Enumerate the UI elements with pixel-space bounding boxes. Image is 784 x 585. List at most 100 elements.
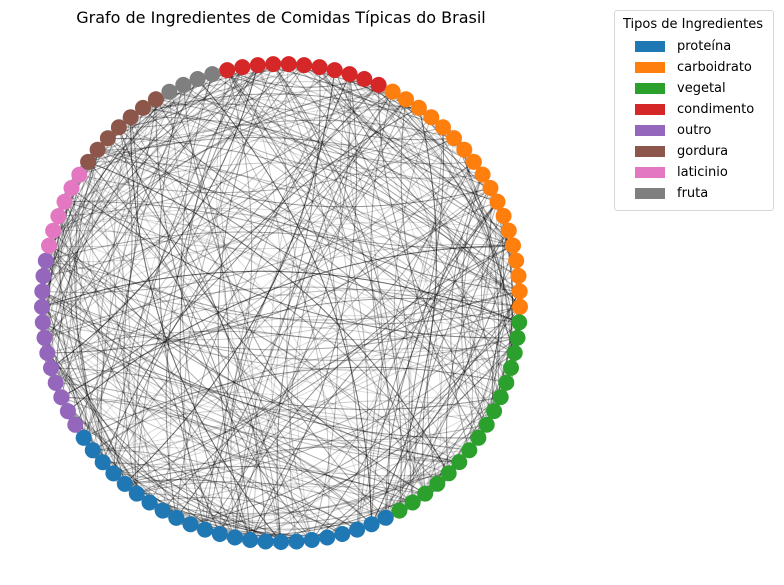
graph-edge (226, 69, 514, 246)
graph-edge (226, 69, 507, 383)
graph-edge (43, 275, 164, 511)
graph-edge (370, 91, 426, 494)
graph-node (161, 83, 178, 100)
graph-edge (45, 260, 520, 321)
graph-edge (43, 187, 73, 277)
graph-edge (118, 127, 426, 495)
graph-node (498, 374, 515, 391)
graph-edge (319, 66, 498, 203)
graph-node (451, 454, 468, 471)
graph-edge (124, 161, 475, 485)
graph-edge (46, 187, 78, 354)
graph-edge (183, 63, 290, 525)
graph-edge (48, 245, 426, 495)
graph-edge (190, 306, 521, 525)
graph-edge (102, 187, 491, 463)
graph-edge (52, 230, 151, 503)
graph-edge (410, 149, 465, 494)
legend-item: vegetal (621, 78, 765, 99)
graph-edge (55, 215, 73, 383)
graph-edge (79, 89, 393, 176)
graph-edge (113, 306, 521, 474)
graph-edge (424, 382, 507, 494)
graph-edge (61, 396, 236, 538)
graph-edge (42, 322, 438, 485)
graph-node (67, 416, 84, 433)
graph-edge (398, 352, 515, 511)
graph-edge (272, 63, 402, 511)
graph-edge (61, 107, 420, 398)
graph-node (391, 502, 408, 519)
graph-edge (142, 107, 520, 292)
graph-edge (48, 245, 343, 535)
graph-edge (219, 70, 328, 538)
graph-edge (50, 367, 126, 485)
graph-edge (41, 73, 213, 308)
graph-edge (92, 99, 407, 451)
graph-node (257, 533, 274, 550)
graph-node (505, 237, 521, 254)
graph-edge (42, 221, 509, 323)
graph-edge (446, 230, 510, 474)
graph-edge (134, 64, 259, 494)
graph-edge (124, 70, 336, 485)
legend-item: gordura (621, 141, 765, 162)
graph-edge (319, 66, 410, 511)
graph-node (50, 208, 67, 225)
graph-edge (41, 306, 521, 351)
graph-edge (50, 98, 157, 369)
graph-edge (75, 201, 498, 426)
graph-edge (45, 231, 520, 292)
graph-node (461, 442, 478, 459)
graph-edge (190, 260, 517, 525)
graph-edge (67, 391, 470, 451)
graph-edge (334, 69, 442, 484)
graph-edge (97, 149, 282, 543)
graph-node (99, 130, 116, 147)
graph-edge (55, 137, 455, 384)
graph-edge (52, 78, 199, 232)
graph-edge (124, 479, 358, 531)
graph-edge (124, 396, 501, 489)
graph-edge (385, 410, 495, 519)
graph-edge (92, 446, 386, 519)
graph-edge (369, 161, 475, 525)
graph-edge (83, 408, 470, 451)
graph-edge (136, 481, 386, 519)
graph-edge (48, 126, 444, 248)
graph-edge (334, 69, 519, 277)
graph-edge (179, 66, 243, 530)
graph-edge (270, 69, 336, 542)
graph-edge (83, 161, 112, 438)
graph-edge (118, 126, 520, 323)
graph-node (492, 389, 509, 406)
graph-node (63, 180, 80, 196)
graph-edge (190, 337, 518, 525)
graph-edge (113, 400, 495, 474)
graph-edge (87, 161, 131, 474)
graph-edge (162, 290, 520, 511)
legend-label: fruta (677, 186, 709, 201)
graph-edge (217, 63, 274, 541)
graph-edge (41, 291, 221, 535)
graph-node (500, 222, 517, 239)
graph-edge (42, 66, 243, 323)
graph-edge (46, 352, 85, 438)
graph-edge (74, 161, 126, 485)
graph-edge (97, 69, 336, 151)
graph-edge (422, 201, 498, 494)
legend-item: outro (621, 120, 765, 141)
graph-edge (142, 107, 438, 485)
nodes-layer (34, 56, 528, 550)
graph-node (35, 268, 52, 284)
graph-edge (97, 134, 498, 203)
graph-edge (234, 107, 420, 538)
graph-edge (257, 64, 501, 398)
graph-edge (180, 73, 236, 538)
graph-edge (75, 424, 449, 488)
graph-edge (87, 137, 491, 189)
legend-label: outro (677, 123, 712, 138)
graph-edge (42, 321, 221, 535)
graph-node (474, 166, 491, 183)
graph-edge (50, 161, 94, 369)
